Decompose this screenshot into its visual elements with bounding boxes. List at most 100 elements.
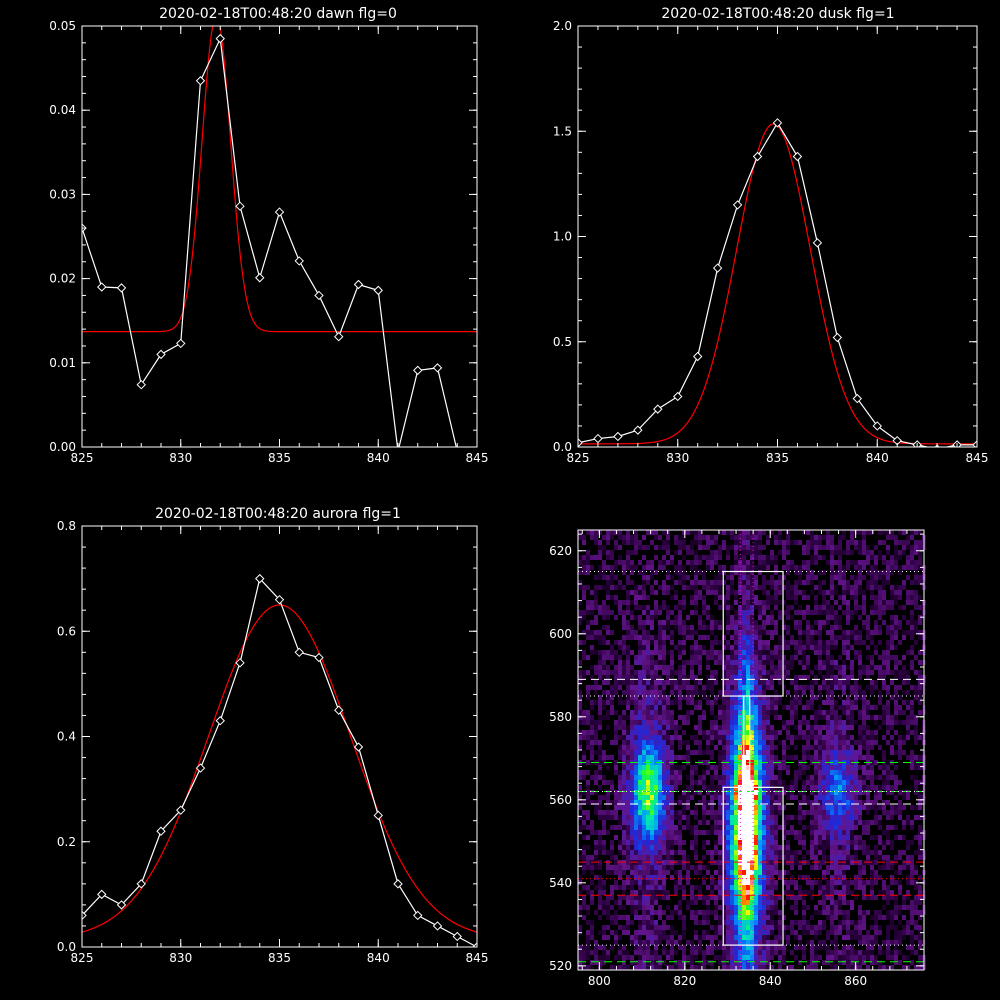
heatmap-pixel — [670, 655, 674, 660]
heatmap-pixel — [670, 780, 674, 785]
heatmap-pixel — [690, 785, 694, 790]
heatmap-pixel — [726, 685, 730, 690]
heatmap-pixel — [798, 660, 802, 665]
heatmap-pixel — [794, 695, 798, 700]
heatmap-pixel — [874, 625, 878, 630]
heatmap-pixel — [610, 610, 614, 615]
heatmap-pixel — [638, 560, 642, 565]
heatmap-pixel — [754, 725, 758, 730]
heatmap-pixel — [582, 825, 586, 830]
heatmap-pixel — [582, 870, 586, 875]
heatmap-pixel — [810, 685, 814, 690]
heatmap-pixel — [746, 790, 750, 795]
heatmap-pixel — [642, 735, 646, 740]
heatmap-pixel — [674, 620, 678, 625]
heatmap-pixel — [758, 820, 762, 825]
heatmap-pixel — [866, 775, 870, 780]
heatmap-pixel — [794, 700, 798, 705]
heatmap-pixel — [694, 560, 698, 565]
heatmap-pixel — [714, 715, 718, 720]
heatmap-pixel — [886, 785, 890, 790]
heatmap-pixel — [590, 630, 594, 635]
heatmap-pixel — [806, 735, 810, 740]
heatmap-pixel — [878, 820, 882, 825]
heatmap-pixel — [690, 710, 694, 715]
heatmap-pixel — [586, 845, 590, 850]
heatmap-pixel — [770, 735, 774, 740]
heatmap-pixel — [770, 620, 774, 625]
heatmap-pixel — [830, 805, 834, 810]
heatmap-pixel — [802, 855, 806, 860]
heatmap-pixel — [650, 825, 654, 830]
heatmap-pixel — [842, 755, 846, 760]
heatmap-pixel — [638, 680, 642, 685]
heatmap-pixel — [762, 580, 766, 585]
heatmap-pixel — [578, 530, 582, 535]
heatmap-pixel — [654, 650, 658, 655]
heatmap-pixel — [850, 855, 854, 860]
heatmap-pixel — [754, 865, 758, 870]
heatmap-pixel — [610, 580, 614, 585]
heatmap-pixel — [602, 735, 606, 740]
heatmap-pixel — [846, 890, 850, 895]
heatmap-pixel — [586, 835, 590, 840]
heatmap-pixel — [690, 770, 694, 775]
heatmap-pixel — [766, 710, 770, 715]
heatmap-pixel — [598, 815, 602, 820]
heatmap-pixel — [782, 765, 786, 770]
heatmap-pixel — [618, 870, 622, 875]
heatmap-pixel — [814, 710, 818, 715]
heatmap-pixel — [678, 780, 682, 785]
heatmap-pixel — [634, 720, 638, 725]
heatmap-pixel — [686, 825, 690, 830]
heatmap-pixel — [846, 700, 850, 705]
heatmap-pixel — [830, 705, 834, 710]
heatmap-pixel — [702, 715, 706, 720]
heatmap-pixel — [758, 540, 762, 545]
heatmap-pixel — [726, 755, 730, 760]
heatmap-pixel — [582, 610, 586, 615]
heatmap-pixel — [902, 630, 906, 635]
heatmap-pixel — [762, 840, 766, 845]
heatmap-pixel — [726, 605, 730, 610]
heatmap-pixel — [642, 630, 646, 635]
heatmap-pixel — [834, 660, 838, 665]
heatmap-pixel — [598, 695, 602, 700]
heatmap-pixel — [702, 685, 706, 690]
heatmap-pixel — [706, 770, 710, 775]
heatmap-pixel — [882, 705, 886, 710]
heatmap-pixel — [774, 675, 778, 680]
heatmap-pixel — [622, 825, 626, 830]
heatmap-pixel — [802, 545, 806, 550]
heatmap-pixel — [842, 725, 846, 730]
heatmap-pixel — [694, 535, 698, 540]
heatmap-pixel — [658, 740, 662, 745]
heatmap-pixel — [646, 655, 650, 660]
heatmap-pixel — [882, 770, 886, 775]
gaussian-fit-curve — [82, 26, 477, 333]
heatmap-pixel — [874, 815, 878, 820]
heatmap-pixel — [710, 735, 714, 740]
heatmap-pixel — [918, 835, 922, 840]
heatmap-pixel — [726, 575, 730, 580]
heatmap-pixel — [730, 720, 734, 725]
heatmap-pixel — [730, 650, 734, 655]
heatmap-pixel — [786, 790, 790, 795]
heatmap-pixel — [830, 715, 834, 720]
heatmap-pixel — [842, 670, 846, 675]
heatmap-pixel — [694, 575, 698, 580]
heatmap-pixel — [658, 545, 662, 550]
heatmap-pixel — [838, 795, 842, 800]
heatmap-pixel — [902, 670, 906, 675]
heatmap-pixel — [858, 870, 862, 875]
heatmap-pixel — [578, 815, 582, 820]
heatmap-pixel — [578, 560, 582, 565]
heatmap-pixel — [646, 780, 650, 785]
heatmap-pixel — [722, 680, 726, 685]
heatmap-pixel — [590, 745, 594, 750]
heatmap-pixel — [622, 880, 626, 885]
heatmap-pixel — [642, 790, 646, 795]
heatmap-pixel — [650, 780, 654, 785]
heatmap-pixel — [782, 660, 786, 665]
heatmap-pixel — [634, 585, 638, 590]
